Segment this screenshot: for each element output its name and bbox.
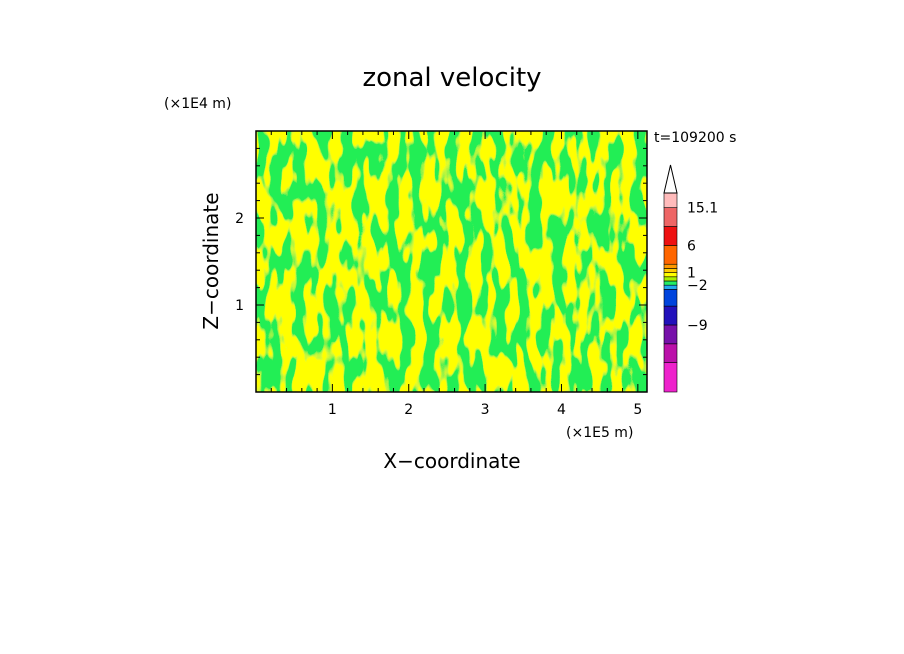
time-label: t=109200 s: [654, 130, 736, 146]
colorbar-swatch: [663, 280, 678, 286]
colorbar-swatch: [663, 324, 678, 345]
y-axis-label: Z−coordinate: [199, 192, 223, 329]
x-tick-label: 1: [328, 402, 337, 418]
y-unit-label: (×1E4 m): [164, 96, 231, 112]
chart-title: zonal velocity: [362, 63, 541, 93]
x-axis-label: X−coordinate: [383, 449, 520, 473]
colorbar-swatch: [663, 207, 678, 227]
x-unit-label: (×1E5 m): [566, 425, 633, 441]
colorbar-swatch: [663, 305, 678, 326]
plot-area: [255, 130, 648, 393]
x-tick-label: 5: [633, 402, 642, 418]
colorbar-swatch: [663, 284, 678, 290]
colorbar-swatch: [663, 245, 678, 265]
colorbar-swatch: [663, 226, 678, 246]
y-tick-label: 2: [235, 211, 244, 227]
colorbar-swatch: [663, 272, 678, 278]
x-tick-label: 4: [557, 402, 566, 418]
y-tick-label: 1: [235, 298, 244, 314]
colorbar-swatch: [663, 268, 678, 273]
colorbar-swatch: [663, 343, 678, 363]
colorbar-extend-max: [663, 164, 678, 194]
colorbar-label: −2: [687, 278, 708, 294]
x-tick-label: 2: [404, 402, 413, 418]
colorbar: 15.1 6 1−2 −9: [663, 164, 718, 393]
colorbar-swatch: [663, 192, 678, 208]
colorbar-swatch: [663, 289, 678, 307]
colorbar-label: 6: [687, 238, 696, 254]
plot-frame: [255, 130, 648, 393]
colorbar-swatch: [663, 362, 678, 393]
y-axis-ticks: 12: [235, 147, 647, 376]
colorbar-swatch: [663, 263, 678, 269]
x-axis-ticks: 1 2 3 4 5: [270, 131, 642, 418]
colorbar-swatch: [663, 276, 678, 282]
x-tick-label: 3: [481, 402, 490, 418]
velocity-field: [256, 131, 647, 392]
colorbar-label: −9: [687, 318, 708, 334]
colorbar-label: 1: [687, 266, 696, 282]
colorbar-label: 15.1: [687, 201, 718, 217]
